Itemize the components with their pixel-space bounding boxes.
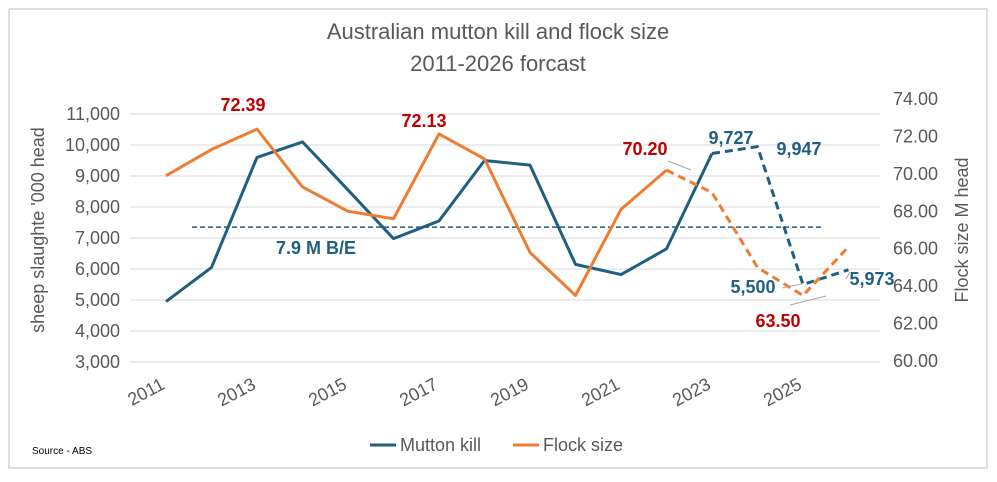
series-forecast-line-flock-size	[665, 168, 850, 297]
breakeven-label: 7.9 M B/E	[276, 238, 356, 258]
left-axis-title: sheep slaughte '000 head	[28, 127, 48, 333]
data-label: 5,973	[849, 269, 894, 289]
data-label: 5,500	[730, 277, 775, 297]
left-tick-label: 8,000	[75, 197, 120, 217]
left-tick-label: 3,000	[75, 352, 120, 372]
left-tick-label: 5,000	[75, 290, 120, 310]
legend: Mutton kill Flock size	[370, 435, 623, 455]
source-note: Source - ABS	[32, 446, 92, 457]
left-tick-label: 7,000	[75, 228, 120, 248]
data-labels: 72.39 72.13 70.20 63.50 9,727 9,947 5,500 5,973	[220, 95, 894, 331]
right-tick-label: 68.00	[893, 201, 938, 221]
left-tick-label: 11,000	[66, 104, 120, 124]
right-axis-title: Flock size M head	[952, 157, 972, 302]
data-label-leader	[667, 160, 692, 171]
left-tick-label: 6,000	[75, 259, 120, 279]
right-tick-label: 70.00	[893, 164, 938, 184]
left-tick-label: 4,000	[75, 321, 120, 341]
left-tick-label: 10,000	[65, 135, 120, 155]
data-label: 9,947	[776, 139, 821, 159]
data-label-leader	[845, 271, 851, 280]
right-tick-label: 74.00	[893, 89, 938, 109]
data-label-leader	[789, 295, 827, 306]
gridlines	[130, 113, 880, 363]
left-axis-ticks: 3,000 4,000 5,000 6,000 7,000 8,000 9,000 10,00…	[65, 104, 120, 372]
series-line-mutton-kill	[165, 140, 714, 303]
legend-label-flock-size: Flock size	[543, 435, 623, 455]
right-tick-label: 62.00	[893, 314, 938, 334]
data-label: 72.13	[401, 111, 446, 131]
right-axis-ticks: 60.00 62.00 64.00 66.00 68.00 70.00 72.00 74.00	[893, 89, 938, 371]
data-label: 70.20	[622, 139, 667, 159]
series-line-flock-size	[165, 127, 668, 297]
left-tick-label: 9,000	[75, 166, 120, 186]
data-label: 63.50	[755, 311, 800, 331]
right-tick-label: 64.00	[893, 276, 938, 296]
series-forecast-line-mutton-kill	[711, 145, 849, 286]
chart-title: Australian mutton kill and flock size	[327, 19, 669, 44]
right-tick-label: 60.00	[893, 351, 938, 371]
data-label-leader	[781, 283, 803, 289]
data-label: 9,727	[708, 128, 753, 148]
right-tick-label: 72.00	[893, 126, 938, 146]
series-layer	[165, 127, 850, 303]
legend-label-mutton-kill: Mutton kill	[400, 435, 481, 455]
chart-subtitle: 2011-2026 forcast	[410, 51, 586, 76]
data-label: 72.39	[220, 95, 265, 115]
right-tick-label: 66.00	[893, 239, 938, 259]
